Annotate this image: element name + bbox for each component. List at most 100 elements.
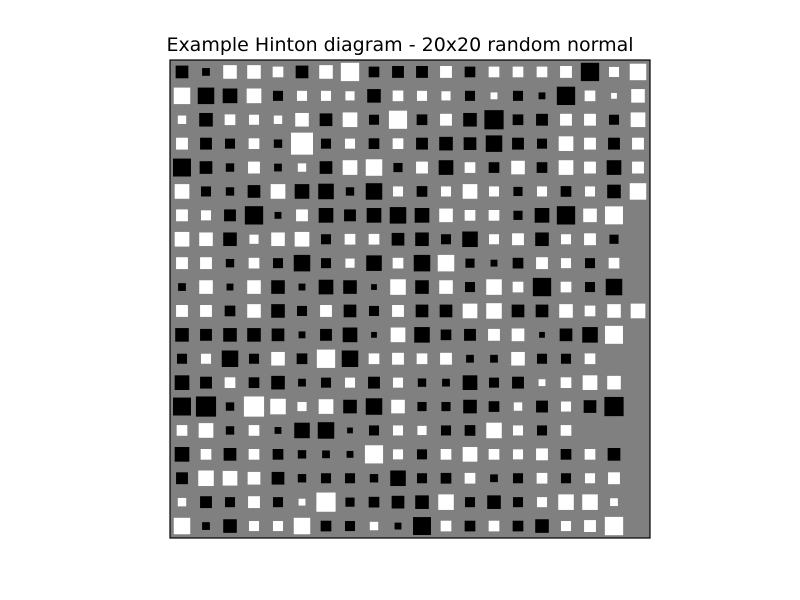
hinton-cell-r3-c9 — [392, 138, 404, 149]
hinton-cell-r18-c8 — [368, 496, 380, 508]
hinton-cell-r15-c8 — [368, 425, 380, 436]
hinton-cell-r9-c12 — [464, 282, 476, 293]
hinton-cell-r7-c13 — [488, 234, 500, 245]
hinton-cell-r10-c3 — [247, 304, 261, 318]
hinton-cell-r14-c1 — [195, 396, 217, 417]
hinton-cell-r6-c13 — [488, 210, 500, 221]
hinton-cell-r10-c12 — [462, 303, 478, 319]
hinton-cell-r1-c9 — [392, 90, 404, 102]
hinton-cell-r16-c18 — [607, 448, 621, 461]
hinton-cell-r14-c8 — [365, 398, 383, 415]
hinton-cell-r14-c16 — [560, 401, 572, 412]
hinton-cell-r6-c8 — [366, 208, 382, 223]
hinton-cell-r5-c10 — [416, 186, 428, 197]
hinton-cell-r8-c5 — [293, 254, 311, 272]
hinton-cell-r6-c11 — [439, 208, 453, 223]
hinton-cell-r14-c17 — [583, 400, 597, 413]
hinton-cell-r3-c14 — [512, 137, 524, 150]
hinton-cell-r3-c18 — [608, 137, 620, 150]
hinton-cell-r13-c7 — [344, 377, 356, 388]
hinton-cell-r13-c14 — [512, 376, 524, 389]
hinton-cell-r13-c11 — [442, 378, 450, 387]
hinton-cell-r10-c15 — [535, 304, 549, 318]
hinton-cell-r19-c14 — [512, 520, 524, 532]
hinton-cell-r5-c5 — [294, 184, 310, 199]
hinton-cell-r8-c13 — [490, 259, 498, 267]
hinton-cell-r11-c15 — [539, 331, 545, 338]
hinton-cell-r13-c10 — [417, 378, 427, 387]
hinton-cell-r9-c10 — [415, 280, 429, 294]
hinton-cell-r1-c15 — [538, 92, 546, 100]
hinton-cell-r7-c11 — [440, 234, 452, 245]
hinton-cell-r4-c1 — [199, 161, 213, 174]
hinton-cell-r0-c3 — [247, 65, 261, 79]
hinton-cell-r3-c7 — [344, 138, 356, 149]
hinton-cell-r6-c14 — [513, 210, 523, 220]
hinton-cell-r2-c10 — [416, 114, 428, 126]
hinton-cell-r19-c13 — [488, 520, 500, 532]
hinton-cell-r17-c13 — [490, 474, 498, 483]
hinton-cell-r1-c1 — [197, 87, 215, 105]
hinton-cell-r11-c16 — [559, 328, 573, 342]
hinton-cell-r16-c12 — [462, 447, 478, 462]
hinton-cell-r5-c15 — [536, 186, 548, 197]
hinton-cell-r8-c11 — [437, 254, 455, 272]
hinton-cell-r10-c16 — [559, 304, 573, 318]
hinton-cell-r16-c1 — [200, 449, 212, 460]
plot-background — [170, 60, 650, 538]
hinton-cell-r13-c15 — [538, 379, 546, 387]
hinton-cell-r7-c0 — [174, 231, 190, 247]
hinton-cell-r2-c0 — [177, 115, 187, 124]
hinton-cell-r18-c4 — [272, 497, 284, 508]
hinton-cell-r8-c14 — [512, 257, 524, 269]
hinton-cell-r8-c12 — [465, 258, 475, 268]
hinton-cell-r11-c17 — [582, 327, 598, 343]
hinton-cell-r15-c5 — [294, 422, 310, 439]
hinton-cell-r13-c17 — [582, 375, 598, 390]
hinton-cell-r12-c6 — [316, 349, 336, 368]
hinton-cell-r2-c18 — [608, 114, 620, 125]
hinton-cell-r5-c1 — [200, 186, 212, 197]
hinton-cell-r4-c0 — [173, 158, 191, 177]
hinton-cell-r7-c10 — [415, 232, 429, 247]
hinton-cell-r11-c8 — [371, 331, 377, 338]
hinton-cell-r6-c1 — [200, 210, 212, 221]
hinton-cell-r6-c6 — [318, 208, 334, 223]
hinton-cell-r18-c6 — [316, 492, 336, 512]
hinton-cell-r16-c6 — [322, 450, 330, 459]
hinton-cell-r19-c11 — [440, 520, 452, 532]
hinton-cell-r18-c2 — [224, 497, 236, 508]
hinton-cell-r12-c5 — [296, 353, 308, 365]
hinton-cell-r10-c18 — [607, 304, 621, 318]
hinton-cell-r10-c4 — [271, 304, 285, 318]
hinton-cell-r5-c11 — [440, 186, 452, 197]
hinton-cell-r10-c17 — [584, 305, 596, 317]
hinton-cell-r9-c5 — [298, 283, 306, 291]
hinton-cell-r9-c9 — [390, 279, 406, 295]
hinton-cell-r19-c5 — [293, 517, 311, 535]
hinton-cell-r9-c16 — [560, 281, 572, 293]
hinton-cell-r13-c2 — [224, 377, 236, 388]
hinton-cell-r11-c10 — [414, 327, 430, 343]
hinton-cells — [173, 62, 647, 536]
hinton-cell-r6-c10 — [414, 208, 430, 223]
hinton-cell-r17-c8 — [369, 474, 379, 483]
hinton-cell-r17-c9 — [390, 470, 406, 487]
hinton-cell-r6-c3 — [244, 206, 264, 225]
hinton-cell-r3-c1 — [200, 137, 212, 150]
hinton-cell-r11-c9 — [390, 327, 406, 343]
hinton-cell-r8-c17 — [584, 258, 596, 269]
hinton-cell-r13-c9 — [392, 377, 404, 388]
hinton-cell-r11-c3 — [247, 328, 261, 342]
hinton-cell-r9-c2 — [226, 283, 234, 291]
hinton-cell-r6-c4 — [274, 211, 282, 219]
hinton-cell-r17-c7 — [344, 473, 356, 484]
hinton-cell-r3-c11 — [439, 136, 453, 151]
hinton-cell-r7-c18 — [609, 234, 619, 244]
hinton-cell-r4-c4 — [274, 163, 282, 172]
hinton-cell-r0-c1 — [202, 68, 210, 76]
hinton-cell-r2-c4 — [273, 115, 283, 124]
hinton-cell-r5-c16 — [560, 186, 572, 197]
hinton-cell-r1-c0 — [173, 87, 191, 105]
hinton-cell-r4-c2 — [225, 163, 235, 172]
